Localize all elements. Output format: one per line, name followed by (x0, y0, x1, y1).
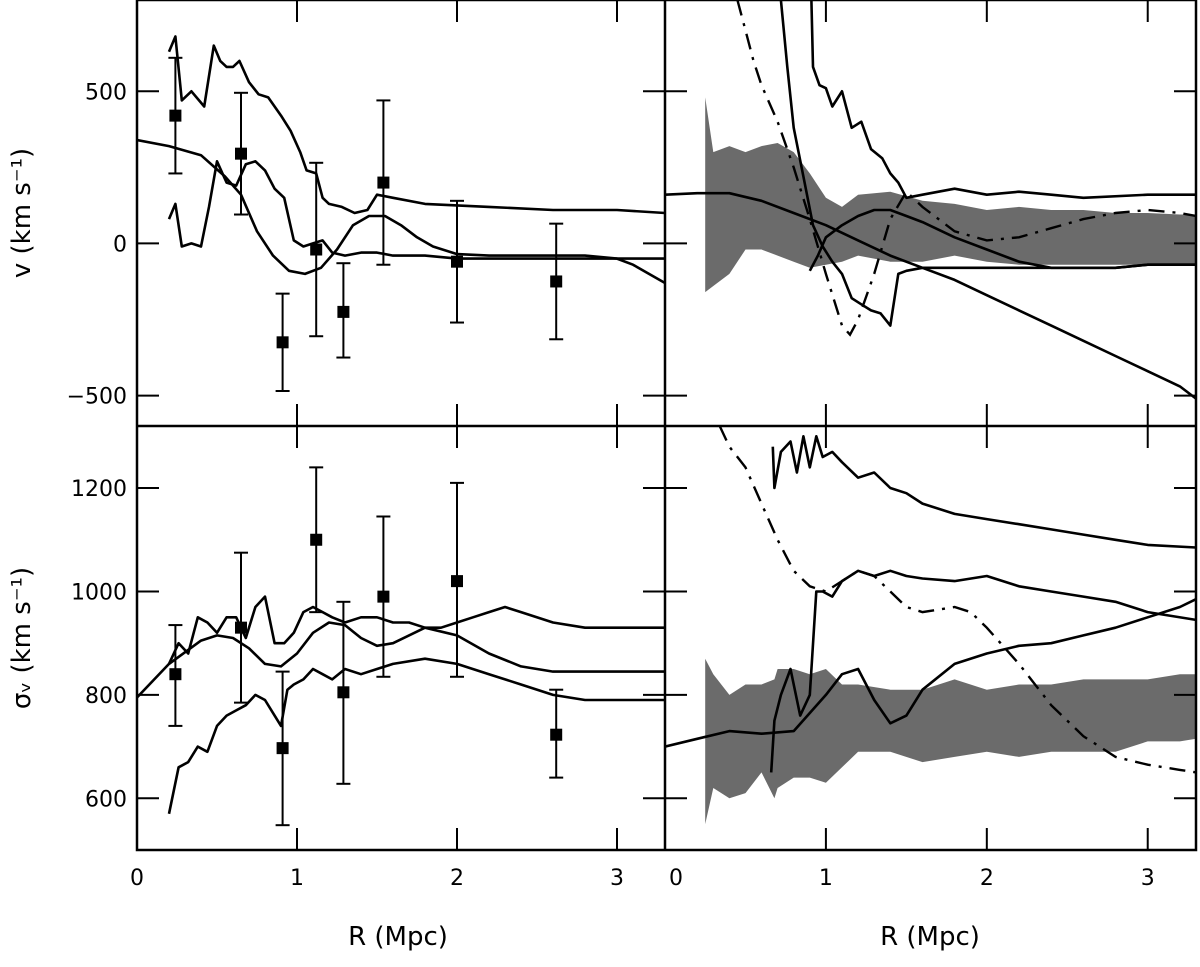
data-point (276, 742, 289, 755)
tick-layer: −500 0 500 600 800 1000 1200 0 1 2 3 0 1 2 3 (67, 0, 1196, 891)
point-layer (168, 56, 564, 827)
series-line-top-right-0 (665, 191, 1196, 400)
y-tick-label: 800 (85, 684, 127, 709)
data-point (451, 575, 463, 588)
y-tick-label: 1200 (71, 477, 127, 502)
data-point (377, 176, 390, 189)
x-tick-label: 0 (669, 866, 683, 891)
y-tick-label: 0 (113, 232, 127, 257)
y-tick-label: 600 (85, 787, 127, 812)
curve-layer (137, 0, 1196, 815)
x-tick-label: 3 (610, 866, 624, 891)
data-point (337, 305, 350, 318)
data-point (310, 533, 323, 546)
data-point (377, 590, 390, 603)
series-line-top-left-2 (137, 138, 665, 285)
series-line-bottom-right-0 (771, 435, 1196, 549)
series-line-bottom-left-1 (167, 657, 665, 815)
label-layer: v (km s⁻¹) σᵥ (km s⁻¹) R (Mpc) R (Mpc) (7, 148, 980, 952)
series-line-top-left-1 (167, 160, 665, 260)
data-point (235, 621, 247, 634)
series-line-top-right-3 (808, 208, 1196, 272)
y-axis-label-dispersion: σᵥ (km s⁻¹) (7, 567, 37, 709)
series-line-bottom-left-0 (167, 595, 665, 665)
series-line-bottom-right-3 (718, 426, 1196, 774)
data-point (310, 243, 323, 256)
x-axis-label-right: R (Mpc) (880, 922, 980, 952)
series-line-top-right-2 (779, 0, 1196, 327)
shaded-band-top-right (705, 97, 1196, 293)
data-point (550, 728, 563, 741)
x-tick-label: 2 (450, 866, 464, 891)
band-layer (705, 97, 1196, 825)
series-line-top-right-4 (736, 0, 1196, 337)
series-line-bottom-right-2 (665, 598, 1196, 748)
data-point (169, 109, 182, 122)
data-point (451, 255, 463, 268)
shaded-band-bottom-right (705, 658, 1196, 825)
data-point (337, 686, 350, 699)
data-point (276, 336, 289, 349)
y-tick-label: −500 (67, 385, 127, 410)
x-tick-label: 1 (290, 866, 304, 891)
y-tick-label: 500 (85, 80, 127, 105)
x-tick-label: 3 (1141, 866, 1155, 891)
y-axis-label-velocity: v (km s⁻¹) (7, 148, 37, 278)
x-axis-label-left: R (Mpc) (348, 922, 448, 952)
x-tick-label: 2 (980, 866, 994, 891)
y-tick-label: 1000 (71, 580, 127, 605)
series-line-top-left-0 (167, 35, 665, 215)
data-point (550, 275, 563, 288)
data-point (169, 668, 182, 681)
data-point (235, 147, 247, 160)
series-line-bottom-left-2 (137, 621, 665, 699)
x-tick-label: 0 (130, 866, 144, 891)
series-line-top-right-1 (810, 0, 1196, 200)
x-tick-label: 1 (819, 866, 833, 891)
